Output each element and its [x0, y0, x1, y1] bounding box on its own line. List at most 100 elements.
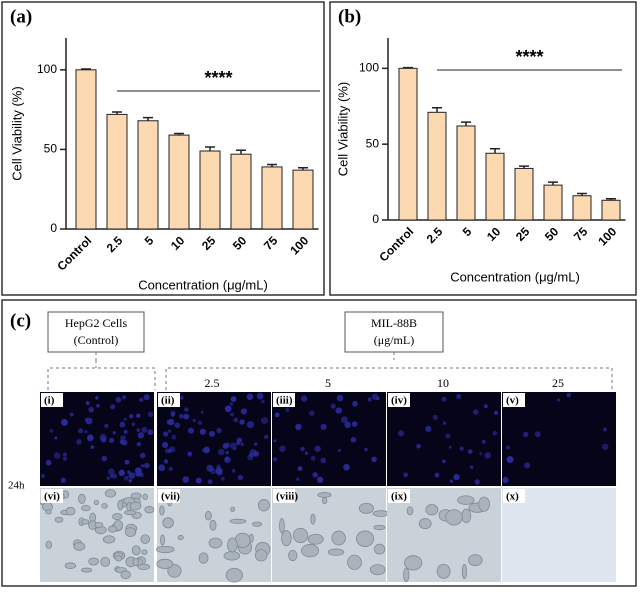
cell [142, 493, 148, 501]
cell-nucleus [104, 423, 109, 429]
cell-nucleus [239, 419, 245, 425]
cell-nucleus [320, 457, 327, 464]
cell-nucleus [494, 410, 499, 415]
cell-nucleus [169, 446, 176, 453]
error-bar [143, 116, 153, 121]
bar [106, 113, 128, 230]
cell [403, 567, 410, 583]
cell [230, 506, 236, 512]
cell-nucleus [88, 406, 95, 413]
cell [100, 556, 111, 567]
error-bar [236, 149, 246, 155]
cell-nucleus [467, 449, 473, 454]
cell-nucleus [398, 430, 405, 437]
cell-nucleus [330, 403, 336, 409]
cell [94, 521, 104, 529]
cell-nucleus [220, 476, 225, 481]
image-label: (i) [44, 395, 55, 407]
cell [177, 535, 184, 541]
cell-nucleus [474, 479, 480, 485]
cell [162, 517, 174, 529]
cell [208, 537, 223, 549]
cell-nucleus [312, 472, 318, 478]
panel-label: (c) [10, 310, 31, 331]
cell [301, 544, 320, 558]
cell-nucleus [118, 469, 125, 477]
cell [229, 518, 247, 524]
cell [461, 563, 467, 580]
cell-nucleus [163, 431, 169, 437]
x-tick-label: 75 [571, 224, 591, 244]
bar [168, 134, 190, 230]
cell-nucleus [253, 442, 258, 447]
cell-nucleus [260, 417, 268, 425]
cell-nucleus [376, 396, 380, 401]
cell-nucleus [62, 456, 67, 461]
error-bar [577, 192, 587, 196]
cell-nucleus [164, 448, 170, 454]
cell [418, 518, 432, 530]
cell [65, 506, 76, 516]
cell [104, 489, 117, 498]
cell-nucleus [45, 459, 52, 466]
cell-nucleus [95, 396, 99, 400]
image-label: (v) [506, 395, 519, 407]
cell-nucleus [352, 400, 358, 407]
cell [404, 555, 423, 571]
cell-nucleus [601, 443, 609, 451]
cell-nucleus [256, 392, 264, 400]
cell-nucleus [337, 448, 341, 453]
cell [369, 564, 386, 576]
cell-nucleus [459, 446, 464, 451]
cell [257, 499, 270, 512]
cell-nucleus [483, 404, 488, 409]
cell [358, 502, 374, 514]
treatment-label: (μg/mL) [374, 333, 414, 347]
image-label: (viii) [276, 491, 298, 503]
fluorescence-image [272, 392, 386, 486]
cell-nucleus [143, 394, 150, 401]
x-tick-label: 2.5 [104, 233, 126, 255]
cell-nucleus [479, 452, 483, 456]
cell [279, 518, 285, 534]
cell-nucleus [207, 479, 213, 485]
x-axis-title: Concentration (μg/mL) [138, 277, 268, 292]
cell-nucleus [128, 478, 133, 483]
cell [131, 545, 141, 556]
cell-nucleus [216, 427, 222, 434]
cell-nucleus [316, 476, 324, 483]
cell-nucleus [144, 462, 150, 469]
bar [601, 199, 621, 221]
cell-nucleus [162, 441, 169, 449]
cell-nucleus [367, 397, 372, 402]
cell-nucleus [229, 412, 235, 417]
cell-nucleus [121, 439, 128, 446]
cell [54, 516, 64, 523]
cell [73, 542, 86, 551]
x-tick-label: 100 [287, 233, 311, 257]
cell-nucleus [403, 472, 408, 478]
cell-nucleus [534, 431, 541, 438]
error-bar [174, 132, 184, 136]
bar [199, 150, 221, 230]
cell-nucleus [60, 477, 66, 483]
cell-nucleus [60, 418, 68, 426]
cell-nucleus [141, 426, 148, 433]
cell-nucleus [123, 429, 128, 434]
cell-nucleus [139, 452, 146, 459]
cell [292, 527, 309, 544]
cell-nucleus [456, 393, 462, 400]
cell-nucleus [296, 477, 300, 481]
cell-nucleus [184, 407, 189, 412]
cell-nucleus [364, 447, 368, 452]
y-axis-title: Cell Viability (%) [335, 82, 350, 176]
concentration-label: 25 [552, 376, 564, 390]
cell [356, 530, 375, 548]
cell-nucleus [107, 468, 115, 476]
cell-nucleus [137, 432, 145, 439]
image-label: (vii) [161, 491, 180, 503]
cell-nucleus [188, 451, 192, 456]
image-label-bg [158, 489, 180, 503]
label-box [47, 311, 145, 353]
error-bar [81, 68, 91, 70]
